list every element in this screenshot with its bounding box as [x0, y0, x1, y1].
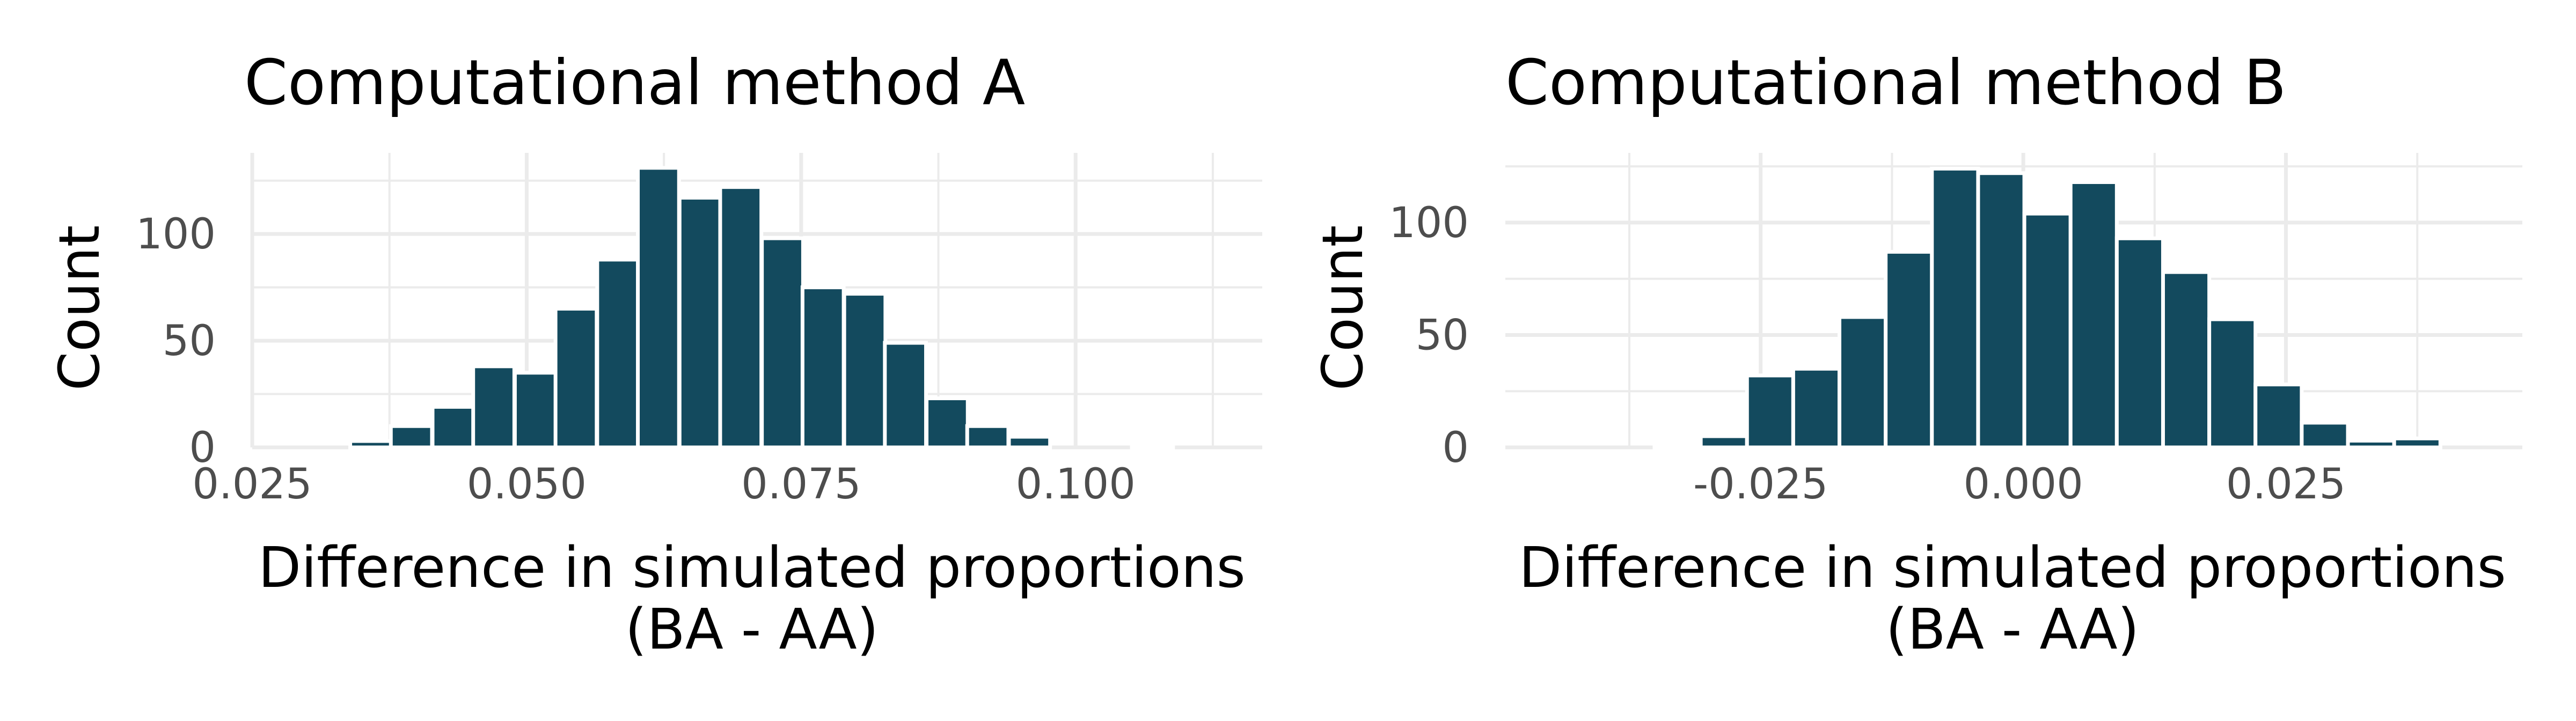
- panel-a-x-ticks: 0.025 0.050 0.075 0.100: [192, 460, 1136, 509]
- panel-b-histogram-bar: [1884, 249, 1934, 450]
- panel-b-bars: [1652, 166, 2442, 450]
- panel-a-x-axis-title-line1: Difference in simulated proportions: [258, 535, 1246, 600]
- panel-a-histogram-bar: [677, 196, 723, 450]
- panel-b-histogram-bar: [1652, 443, 1703, 450]
- panel-b-histogram-bar: [2253, 382, 2304, 450]
- panel-b-histogram-bar: [1791, 366, 1842, 450]
- panel-a-histogram-bar: [760, 236, 805, 450]
- panel-a-histogram-bar: [718, 185, 764, 450]
- panel-a-x-tick-label: 0.025: [192, 460, 312, 509]
- panel-b-histogram-bar: [1976, 171, 2026, 450]
- panel-b-y-axis-title: Count: [1310, 225, 1375, 391]
- panel-a-x-tick-label: 0.075: [741, 460, 861, 509]
- panel-a-y-tick-label: 0: [189, 424, 216, 472]
- panel-a-bars: [348, 166, 1175, 450]
- panel-b-x-tick-label: -0.025: [1693, 460, 1828, 509]
- panel-a-histogram-bar: [389, 424, 434, 450]
- panel-b-histogram-bar: [2300, 421, 2350, 450]
- panel-a-y-tick-label: 50: [163, 317, 216, 365]
- panel-a-y-axis-title: Count: [47, 225, 112, 391]
- panel-a-histogram-bar: [636, 166, 681, 450]
- panel-a-histogram-bar: [800, 285, 846, 450]
- panel-b-y-ticks: 0 50 100: [1389, 199, 1469, 472]
- panel-a-histogram-bar: [553, 306, 599, 450]
- panel-a-x-tick-label: 0.100: [1016, 460, 1136, 509]
- panel-b-histogram-bar: [2114, 236, 2165, 450]
- panel-a-histogram-bar: [1130, 443, 1175, 450]
- panel-a-x-axis-title-line2: (BA - AA): [625, 597, 879, 662]
- panel-a-histogram-bar: [842, 292, 888, 450]
- panel-a-histogram-bar: [965, 424, 1011, 450]
- panel-a-title: Computational method A: [244, 47, 1025, 119]
- panel-b-histogram-bar: [2346, 438, 2396, 450]
- panel-b-title: Computational method B: [1505, 47, 2287, 119]
- panel-a-histogram-bar: [883, 341, 928, 450]
- panel-a-histogram-bar: [595, 258, 641, 450]
- panel-b-y-tick-label: 0: [1442, 424, 1469, 472]
- panel-b-y-tick-label: 50: [1416, 311, 1469, 359]
- panel-b-histogram-bar: [2161, 270, 2212, 450]
- panel-b-histogram-bar: [1745, 373, 1795, 450]
- panel-b-histogram-bar: [2207, 317, 2258, 450]
- panel-method-b: Computational method B -0.025 0.000 0.025 …: [1310, 47, 2522, 662]
- panel-a-histogram-bar: [430, 404, 476, 450]
- panel-a-histogram-bar: [471, 364, 516, 450]
- panel-b-y-tick-label: 100: [1389, 199, 1469, 247]
- panel-b-x-axis-title-line2: (BA - AA): [1886, 597, 2139, 662]
- panel-b-histogram-bar: [2392, 436, 2442, 450]
- panel-b-histogram-bar: [2068, 180, 2119, 450]
- panel-b-x-axis-title-line1: Difference in simulated proportions: [1519, 535, 2506, 600]
- panel-a-y-ticks: 0 50 100: [136, 210, 216, 472]
- panel-a-y-tick-label: 100: [136, 210, 216, 259]
- panel-a-histogram-bar: [348, 439, 393, 450]
- panel-method-a: Computational method A 0.025 0.050 0.075 0.…: [47, 47, 1262, 662]
- panel-a-histogram-bar: [925, 396, 970, 450]
- panel-a-histogram-bar: [1007, 435, 1052, 450]
- panel-b-x-tick-label: 0.000: [1963, 460, 2083, 509]
- panel-a-histogram-bar: [513, 371, 558, 450]
- panel-b-x-tick-label: 0.025: [2226, 460, 2346, 509]
- panel-a-x-tick-label: 0.050: [467, 460, 587, 509]
- panel-b-x-ticks: -0.025 0.000 0.025: [1693, 460, 2346, 509]
- panel-b-histogram-bar: [1699, 434, 1749, 450]
- panel-b-histogram-bar: [2022, 211, 2073, 450]
- panel-b-histogram-bar: [1838, 315, 1888, 450]
- panel-b-histogram-bar: [1930, 166, 1980, 450]
